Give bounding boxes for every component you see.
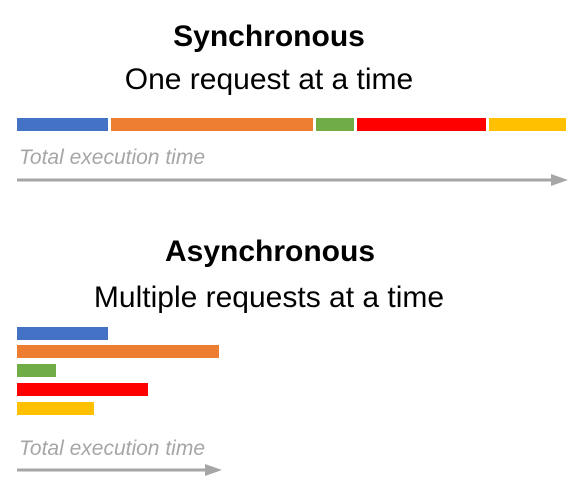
sync-bar-request-2 — [111, 118, 313, 131]
sync-subtitle: One request at a time — [124, 63, 414, 96]
async-bar-request-4 — [17, 383, 148, 396]
async-title: Asynchronous — [164, 235, 376, 268]
async-bar-request-3 — [17, 364, 56, 377]
sync-arrow — [17, 174, 568, 186]
async-bar-request-5 — [17, 402, 94, 415]
async-caption: Total execution time — [19, 437, 205, 460]
sync-bar-request-1 — [17, 118, 108, 131]
async-arrow — [17, 464, 222, 476]
async-bar-request-1 — [17, 327, 108, 340]
sync-bar-request-3 — [316, 118, 354, 131]
sync-title: Synchronous — [173, 20, 365, 53]
async-bar-request-2 — [17, 345, 219, 358]
sync-caption: Total execution time — [19, 146, 205, 169]
sync-bar-request-4 — [357, 118, 486, 131]
async-subtitle: Multiple requests at a time — [93, 281, 445, 314]
sync-bar-request-5 — [489, 118, 566, 131]
